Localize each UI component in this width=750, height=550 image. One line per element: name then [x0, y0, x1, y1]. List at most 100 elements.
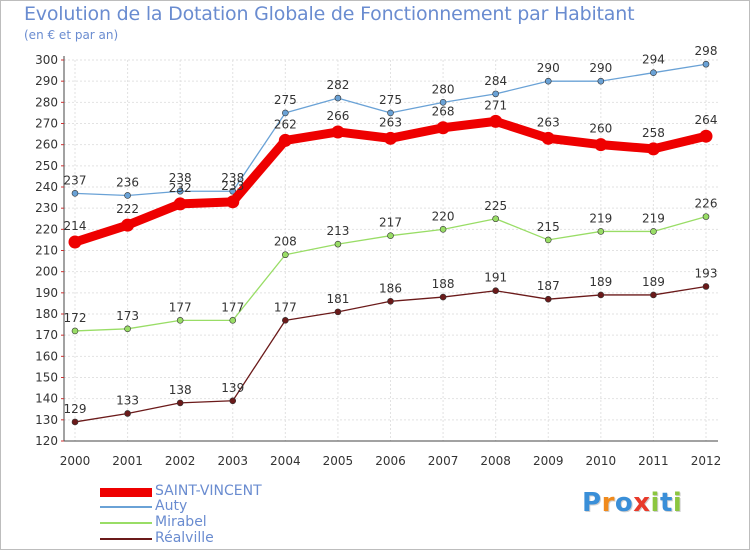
logo-letter: t	[659, 488, 673, 518]
data-label: 177	[221, 300, 244, 314]
data-label: 139	[221, 381, 244, 395]
data-label: 219	[642, 211, 665, 225]
legend-label: SAINT-VINCENT	[155, 483, 262, 499]
data-point	[702, 283, 710, 290]
y-tick-label: 130	[35, 413, 58, 427]
data-label: 186	[379, 281, 402, 295]
data-label: 173	[116, 309, 139, 323]
data-point	[650, 228, 657, 235]
legend-swatch	[100, 487, 152, 497]
y-tick-label: 250	[35, 159, 58, 173]
x-tick-label: 2008	[480, 454, 511, 468]
data-point	[278, 133, 292, 147]
data-point	[173, 197, 187, 211]
data-point	[544, 295, 552, 303]
legend-item-realville: Réalville	[100, 530, 340, 547]
data-label: 219	[589, 211, 612, 225]
x-tick-label: 2003	[217, 454, 248, 468]
series-lines	[68, 60, 713, 426]
y-tick-label: 180	[35, 307, 58, 321]
data-point	[176, 187, 184, 195]
data-label: 232	[169, 181, 192, 195]
data-point	[331, 125, 345, 139]
chart-subtitle: (en € et par an)	[24, 28, 119, 42]
data-label: 275	[274, 93, 297, 107]
data-point	[439, 293, 447, 301]
x-tick-label: 2011	[638, 454, 669, 468]
logo-letter: i	[650, 488, 660, 518]
data-point	[124, 192, 131, 199]
data-point	[650, 69, 657, 76]
y-tick-label: 140	[35, 392, 58, 406]
logo-letter: x	[633, 488, 651, 518]
x-tick-label: 2007	[428, 454, 459, 468]
data-label: 282	[326, 78, 349, 92]
x-tick-label: 2002	[165, 454, 196, 468]
data-label: 263	[379, 115, 402, 129]
data-point	[334, 308, 342, 316]
data-point	[702, 213, 710, 220]
data-point	[71, 418, 79, 426]
data-label: 264	[695, 113, 718, 127]
data-point	[702, 60, 710, 68]
data-label: 271	[484, 98, 507, 112]
data-point	[334, 240, 342, 248]
data-point	[439, 226, 447, 233]
x-tick-label: 2010	[586, 454, 617, 468]
legend-label: Auty	[155, 498, 188, 514]
data-label: 233	[221, 179, 244, 193]
y-tick-label: 230	[35, 201, 58, 215]
legend-item-mirabel: Mirabel	[100, 514, 340, 531]
axes: 120 130 140 150 160 170 180 190 200 210 220 230 240 2…	[35, 53, 721, 468]
data-point	[492, 90, 499, 98]
data-label: 187	[537, 279, 560, 293]
data-label: 215	[537, 220, 560, 234]
data-label: 237	[64, 173, 87, 187]
data-label: 294	[642, 53, 665, 67]
data-label: 138	[169, 383, 192, 397]
y-tick-label: 160	[35, 349, 58, 363]
data-label: 290	[589, 61, 612, 75]
x-tick-label: 2006	[375, 454, 406, 468]
data-point	[597, 77, 605, 85]
data-label: 280	[432, 82, 455, 96]
data-label: 263	[537, 115, 560, 129]
data-label: 208	[274, 235, 297, 249]
data-point	[71, 190, 79, 197]
data-label: 238	[169, 171, 192, 185]
data-point	[436, 121, 450, 135]
data-point	[226, 195, 240, 209]
data-label: 262	[274, 117, 297, 131]
data-point	[699, 129, 713, 143]
y-tick-label: 260	[35, 138, 58, 152]
data-label: 172	[64, 311, 87, 325]
data-point	[646, 142, 660, 156]
y-tick-label: 200	[35, 265, 58, 279]
data-point	[176, 399, 184, 407]
data-label: 226	[695, 197, 718, 211]
data-point	[387, 109, 394, 117]
data-label: 258	[642, 126, 665, 140]
x-tick-label: 2004	[270, 454, 301, 468]
logo-letter: r	[601, 488, 615, 518]
data-point	[229, 317, 237, 324]
data-label: 191	[484, 271, 507, 285]
y-tick-label: 190	[35, 286, 58, 300]
y-tick-label: 270	[35, 117, 58, 131]
x-tick-label: 2012	[691, 454, 722, 468]
data-label: 189	[589, 275, 612, 289]
data-label: 217	[379, 216, 402, 230]
data-point	[544, 77, 552, 85]
data-point	[282, 109, 289, 117]
data-label: 188	[432, 277, 455, 291]
y-tick-label: 280	[35, 95, 58, 109]
data-label: 225	[484, 199, 507, 213]
data-point	[387, 232, 394, 239]
data-label: 222	[116, 202, 139, 216]
data-point	[492, 215, 499, 223]
data-point	[541, 131, 555, 145]
data-point	[176, 317, 184, 324]
data-point	[229, 397, 237, 405]
